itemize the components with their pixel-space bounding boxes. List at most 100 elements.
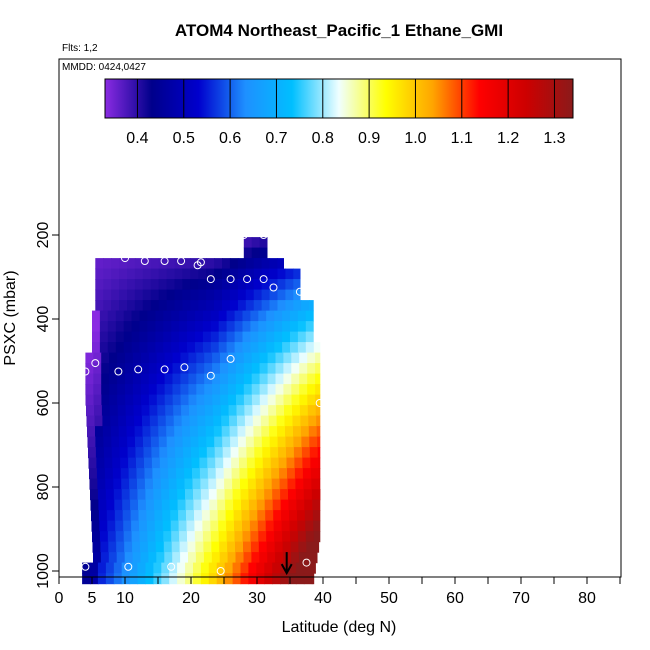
heatmap-cell	[258, 541, 268, 553]
heatmap-cell	[250, 321, 259, 333]
heatmap-cell	[291, 552, 300, 564]
heatmap-cell	[87, 436, 96, 448]
heatmap-cell	[220, 352, 229, 364]
heatmap-cell	[305, 520, 314, 532]
heatmap-cell	[118, 426, 128, 438]
heatmap-cell	[111, 300, 120, 312]
heatmap-cell	[220, 373, 229, 385]
heatmap-cell	[142, 268, 152, 280]
heatmap-cell	[134, 300, 144, 312]
heatmap-cell	[309, 436, 318, 448]
heatmap-cell	[85, 394, 94, 406]
heatmap-cell	[111, 279, 120, 291]
heatmap-cell	[180, 363, 189, 375]
heatmap-cell	[187, 321, 196, 333]
heatmap-cell	[115, 331, 125, 343]
heatmap-cell	[188, 384, 197, 396]
heatmap-cell	[265, 520, 275, 532]
heatmap-cell	[204, 373, 213, 385]
heatmap-cell	[311, 489, 321, 501]
heatmap-cell	[165, 415, 175, 427]
colorbar-tick-label: 1.3	[543, 130, 565, 147]
heatmap-cell	[303, 562, 313, 574]
heatmap-cell	[99, 310, 109, 322]
heatmap-cell	[163, 331, 172, 343]
heatmap-cell	[196, 363, 205, 375]
heatmap-cell	[282, 342, 291, 354]
heatmap-cell	[177, 562, 186, 574]
heatmap-cell	[198, 268, 207, 280]
heatmap-cell	[303, 478, 312, 490]
heatmap-cell	[187, 541, 196, 553]
heatmap-cell	[290, 310, 299, 322]
heatmap-cell	[277, 300, 286, 312]
heatmap-cell	[256, 489, 265, 501]
heatmap-cell	[222, 258, 231, 270]
heatmap-cell	[253, 289, 263, 301]
heatmap-cell	[278, 457, 288, 469]
heatmap-cell	[132, 363, 142, 375]
heatmap-cell	[118, 415, 127, 427]
heatmap-cell	[124, 552, 134, 564]
heatmap-cell	[95, 300, 104, 312]
heatmap-cell	[312, 499, 321, 511]
heatmap-cell	[234, 531, 243, 543]
heatmap-cell	[164, 363, 174, 375]
heatmap-cell	[132, 384, 142, 396]
heatmap-cell	[148, 373, 158, 385]
heatmap-cell	[200, 573, 210, 585]
heatmap-cell	[190, 289, 199, 301]
heatmap-cell	[145, 562, 154, 574]
heatmap-cell	[298, 552, 308, 564]
heatmap-cell	[222, 447, 232, 459]
heatmap-cell	[131, 321, 141, 333]
heatmap-cell	[198, 258, 207, 270]
heatmap-cell	[204, 405, 214, 417]
heatmap-cell	[117, 373, 126, 385]
heatmap-cell	[304, 499, 313, 511]
heatmap-cell	[238, 447, 247, 459]
colorbar-tick-label: 0.7	[265, 130, 287, 147]
heatmap-cell	[147, 541, 157, 553]
heatmap-cell	[221, 415, 230, 427]
heatmap-cell	[196, 384, 205, 396]
colorbar-tick-label: 0.5	[173, 130, 195, 147]
heatmap-cell	[237, 415, 246, 427]
flight-point	[196, 258, 205, 267]
heatmap-cell	[134, 415, 143, 427]
heatmap-cell	[109, 384, 118, 396]
heatmap-cell	[187, 531, 196, 543]
heatmap-cell	[222, 300, 231, 312]
heatmap-cell	[134, 268, 144, 280]
colorbar-tick-label: 0.4	[126, 130, 148, 147]
heatmap-cell	[194, 531, 204, 543]
heatmap-cell	[266, 541, 276, 553]
heatmap-cell	[198, 279, 207, 291]
heatmap-cell	[300, 415, 309, 427]
heatmap-cell	[248, 499, 258, 511]
heatmap-cell	[293, 436, 302, 448]
heatmap-cell	[304, 510, 314, 522]
heatmap-cell	[95, 426, 104, 438]
heatmap-cell	[171, 531, 180, 543]
heatmap-cell	[129, 573, 139, 585]
heatmap-cell	[266, 531, 275, 543]
heatmap-cell	[241, 499, 250, 511]
heatmap-cell	[89, 468, 98, 480]
heatmap-cell	[245, 268, 255, 280]
heatmap-cell	[211, 541, 220, 553]
heatmap-cell	[135, 447, 144, 459]
heatmap-cell	[103, 300, 112, 312]
heatmap-cell	[254, 447, 263, 459]
heatmap-cell	[242, 531, 251, 543]
heatmap-cell	[237, 279, 247, 291]
heatmap-cell	[205, 426, 215, 438]
heatmap-cell	[222, 436, 231, 448]
heatmap-cell	[295, 489, 305, 501]
heatmap-cell	[155, 531, 164, 543]
heatmap-cell	[288, 489, 297, 501]
heatmap-cell	[117, 352, 126, 364]
heatmap-cell	[96, 468, 106, 480]
heatmap-cell	[227, 541, 236, 553]
heatmap-cell	[201, 499, 210, 511]
